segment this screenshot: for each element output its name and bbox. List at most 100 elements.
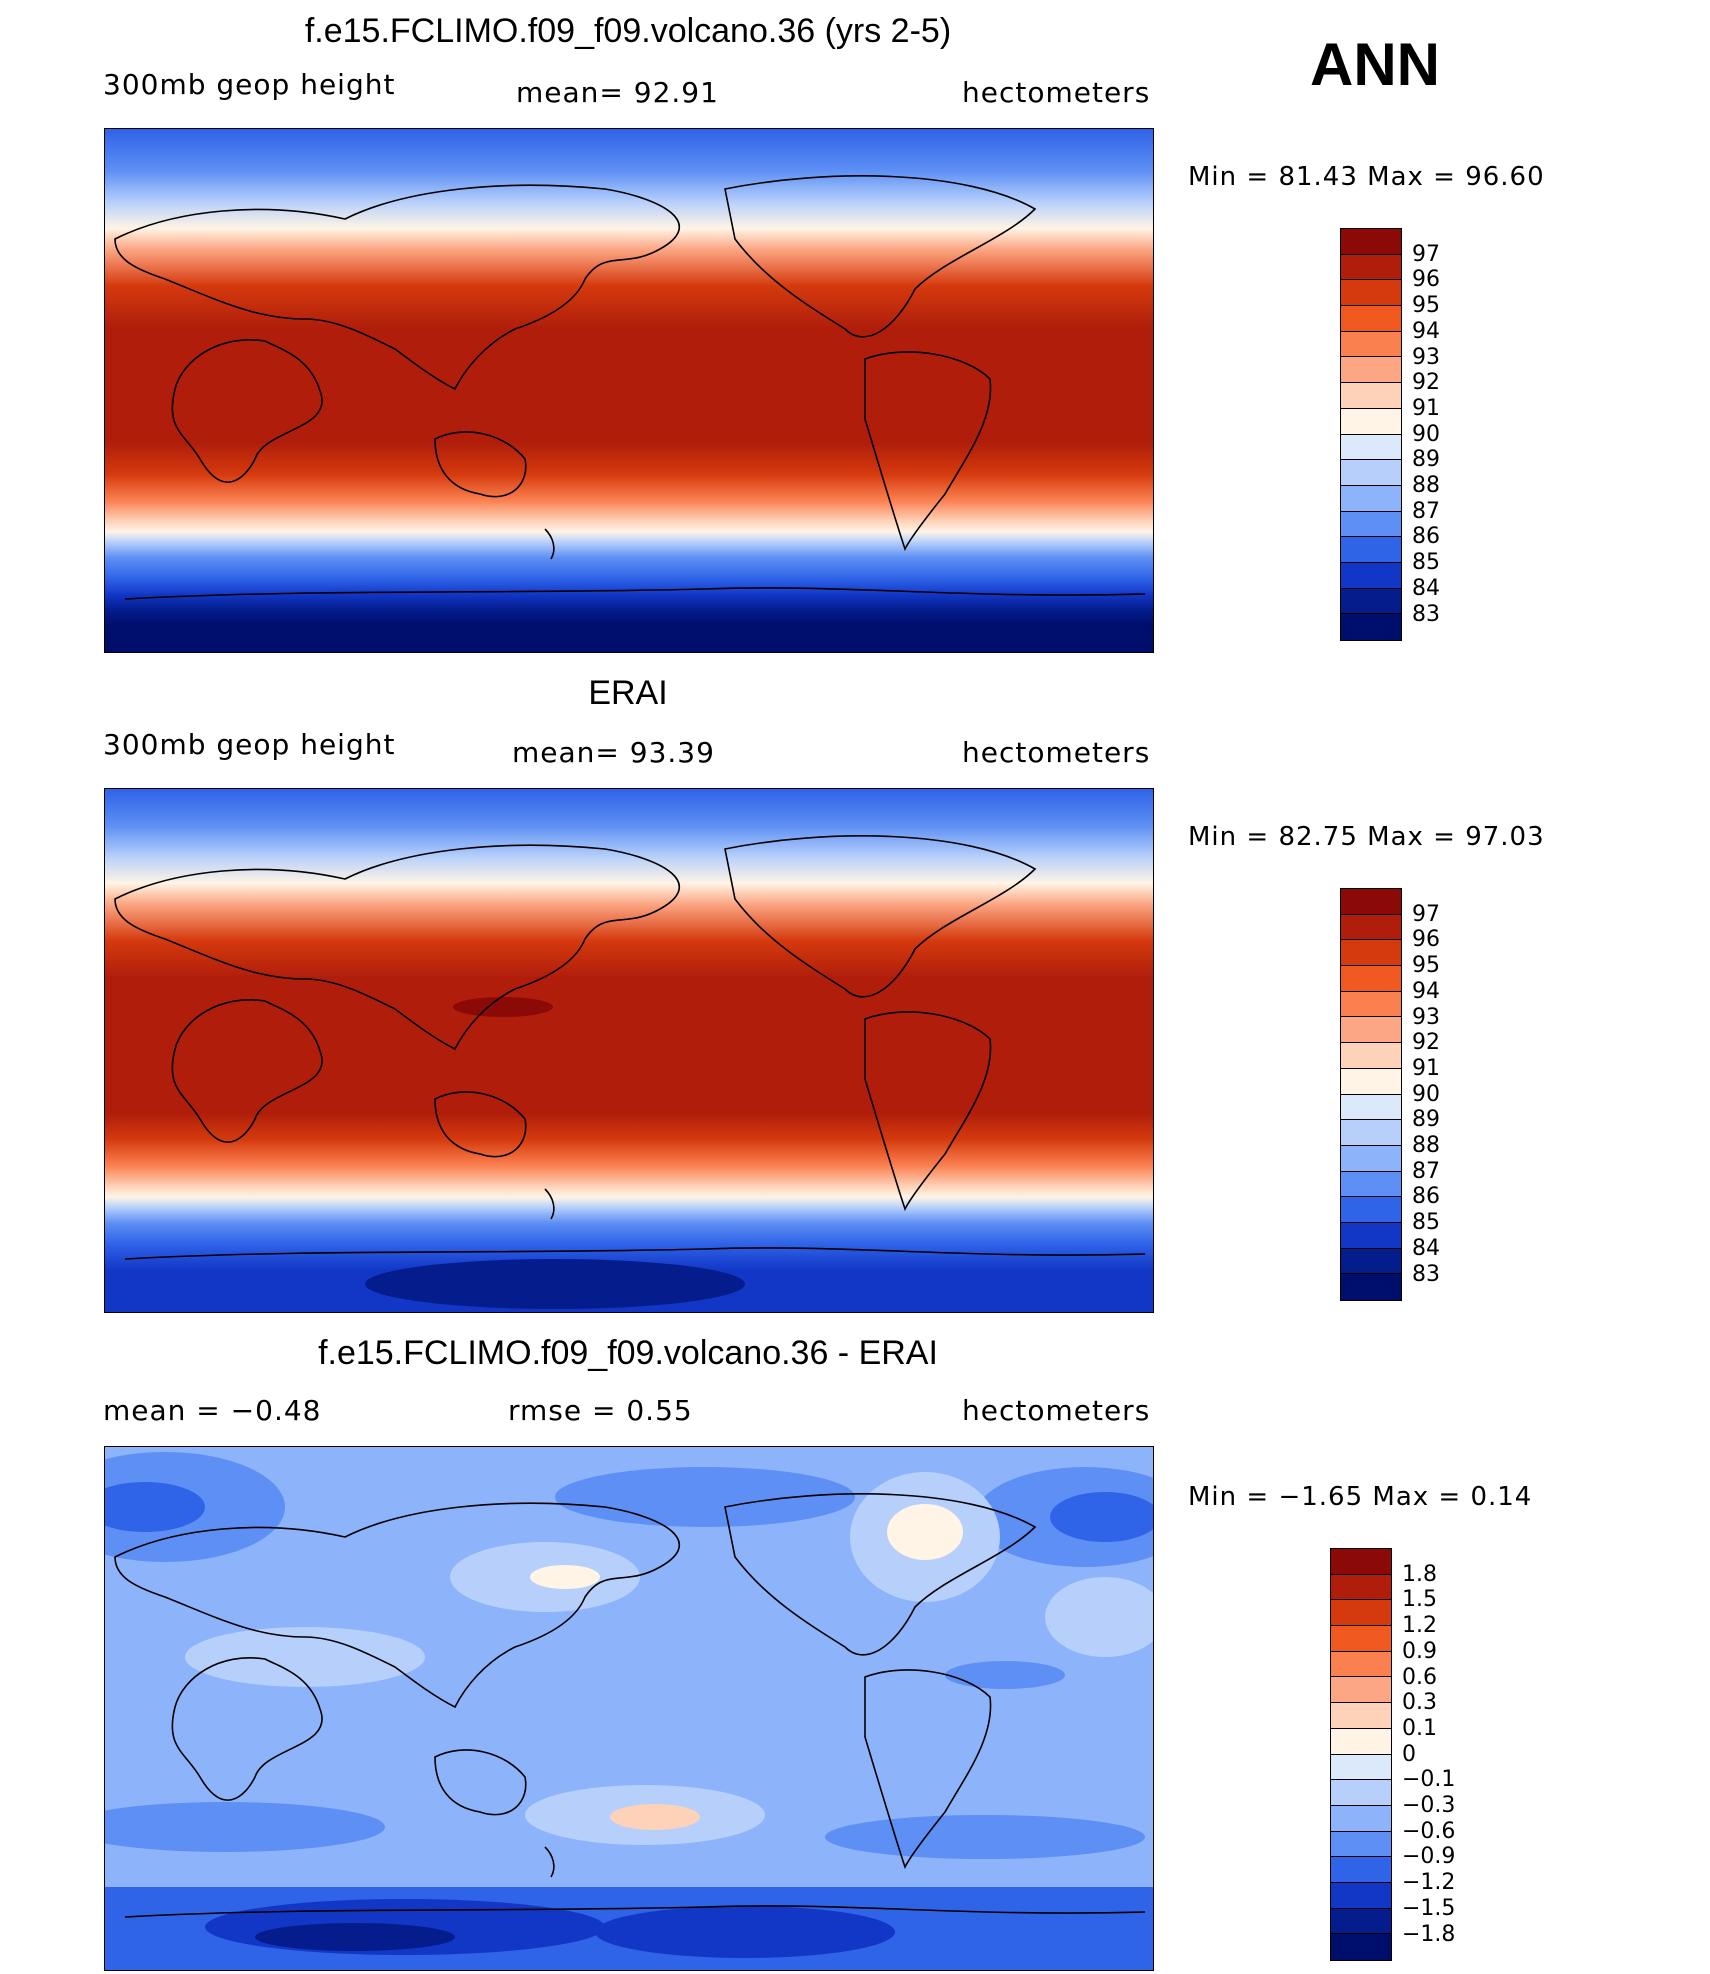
panel3-minmax: Min = −1.65 Max = 0.14: [1188, 1482, 1533, 1512]
panel1-units: hectometers: [962, 76, 1151, 109]
panel1-field-label: 300mb geop height: [103, 68, 396, 101]
colorbar-label: 0.3: [1402, 1690, 1437, 1716]
panel1-mean: mean= 92.91: [516, 76, 719, 109]
colorbar-label: −1.2: [1402, 1870, 1456, 1896]
colorbar-box: [1341, 914, 1401, 941]
colorbar-label: 91: [1412, 395, 1440, 421]
panel3-map: [104, 1446, 1154, 1971]
colorbar-label: 97: [1412, 901, 1440, 927]
colorbar-label: 96: [1412, 267, 1440, 293]
colorbar-label: 0.1: [1402, 1715, 1437, 1741]
colorbar-box: [1331, 1805, 1391, 1832]
colorbar-label: 90: [1412, 421, 1440, 447]
colorbar-label: 1.5: [1402, 1587, 1437, 1613]
colorbar-box: [1341, 1274, 1401, 1300]
colorbar-label: −0.6: [1402, 1818, 1456, 1844]
colorbar-boxes: [1340, 888, 1402, 1301]
colorbar-box: [1331, 1754, 1391, 1781]
colorbar-box: [1341, 434, 1401, 461]
colorbar-box: [1341, 280, 1401, 307]
colorbar-box: [1341, 1017, 1401, 1044]
colorbar-label: 1.8: [1402, 1561, 1437, 1587]
colorbar-label: 97: [1412, 241, 1440, 267]
panel2-minmax: Min = 82.75 Max = 97.03: [1188, 822, 1545, 852]
colorbar-box: [1341, 485, 1401, 512]
colorbar-label: 95: [1412, 953, 1440, 979]
colorbar-box: [1331, 1626, 1391, 1652]
colorbar-label: −0.9: [1402, 1844, 1456, 1870]
colorbar-label: −1.5: [1402, 1895, 1456, 1921]
colorbar-box: [1341, 331, 1401, 358]
season-label: ANN: [1310, 31, 1440, 98]
colorbar-label: 83: [1412, 1261, 1440, 1287]
colorbar-box: [1341, 383, 1401, 409]
colorbar-label: 95: [1412, 293, 1440, 319]
colorbar-label: 94: [1412, 978, 1440, 1004]
colorbar-label: 89: [1412, 1107, 1440, 1133]
colorbar-label: 84: [1412, 575, 1440, 601]
colorbar-box: [1331, 1549, 1391, 1575]
panel1-title: f.e15.FCLIMO.f09_f09.volcano.36 (yrs 2-5…: [304, 12, 952, 50]
colorbar-label: 93: [1412, 344, 1440, 370]
colorbar-label: 91: [1412, 1055, 1440, 1081]
colorbar-label: 88: [1412, 473, 1440, 498]
colorbar-box: [1341, 991, 1401, 1018]
colorbar-box: [1341, 254, 1401, 281]
colorbar-box: [1341, 460, 1401, 486]
colorbar-label: 86: [1412, 1184, 1440, 1210]
colorbar-label: 0.6: [1402, 1664, 1437, 1690]
colorbar-box: [1331, 1908, 1391, 1935]
panel2-map: [104, 788, 1154, 1313]
colorbar-box: [1331, 1780, 1391, 1806]
colorbar-label: 89: [1412, 447, 1440, 473]
colorbar-label: −0.1: [1402, 1767, 1456, 1793]
colorbar-label: 84: [1412, 1235, 1440, 1261]
colorbar-box: [1331, 1831, 1391, 1858]
colorbar-box: [1341, 1171, 1401, 1198]
colorbar-label: 90: [1412, 1081, 1440, 1107]
colorbar-label: 88: [1412, 1133, 1440, 1158]
colorbar-label: 87: [1412, 1158, 1440, 1184]
colorbar-label: 86: [1412, 524, 1440, 550]
colorbar-box: [1341, 1120, 1401, 1146]
panel3-mean: mean = −0.48: [103, 1394, 322, 1427]
colorbar-label: 94: [1412, 318, 1440, 344]
panel3-rmse: rmse = 0.55: [508, 1394, 693, 1427]
colorbar-box: [1341, 1068, 1401, 1095]
colorbar-box: [1341, 588, 1401, 615]
colorbar-box: [1331, 1857, 1391, 1883]
colorbar-label: 0: [1402, 1741, 1416, 1767]
colorbar-boxes: [1340, 228, 1402, 641]
colorbar-box: [1341, 537, 1401, 563]
colorbar-box: [1331, 1600, 1391, 1627]
colorbar-box: [1341, 614, 1401, 640]
colorbar-box: [1341, 966, 1401, 992]
colorbar-box: [1341, 229, 1401, 255]
colorbar-box: [1341, 1043, 1401, 1069]
colorbar-box: [1331, 1651, 1391, 1678]
colorbar-box: [1331, 1677, 1391, 1704]
colorbar-box: [1331, 1934, 1391, 1960]
panel1-minmax: Min = 81.43 Max = 96.60: [1188, 162, 1545, 192]
panel2-title: ERAI: [588, 674, 668, 712]
panel1-map: [104, 128, 1154, 653]
colorbar-box: [1341, 306, 1401, 332]
colorbar-box: [1341, 1248, 1401, 1275]
colorbar-label: −1.8: [1402, 1921, 1456, 1947]
colorbar-label: 0.9: [1402, 1638, 1437, 1664]
colorbar-box: [1341, 940, 1401, 967]
colorbar-box: [1331, 1703, 1391, 1729]
colorbar-box: [1341, 1145, 1401, 1172]
panel3-title: f.e15.FCLIMO.f09_f09.volcano.36 - ERAI: [318, 1334, 938, 1372]
colorbar-label: 85: [1412, 550, 1440, 576]
colorbar-label: 1.2: [1402, 1613, 1437, 1639]
colorbar-box: [1341, 562, 1401, 589]
colorbar-label: 85: [1412, 1210, 1440, 1236]
colorbar-box: [1331, 1882, 1391, 1909]
colorbar-box: [1341, 511, 1401, 538]
panel2-mean: mean= 93.39: [512, 736, 715, 769]
colorbar-boxes: [1330, 1548, 1392, 1961]
colorbar-box: [1341, 357, 1401, 384]
colorbar-label: 83: [1412, 601, 1440, 627]
colorbar-box: [1341, 1094, 1401, 1121]
